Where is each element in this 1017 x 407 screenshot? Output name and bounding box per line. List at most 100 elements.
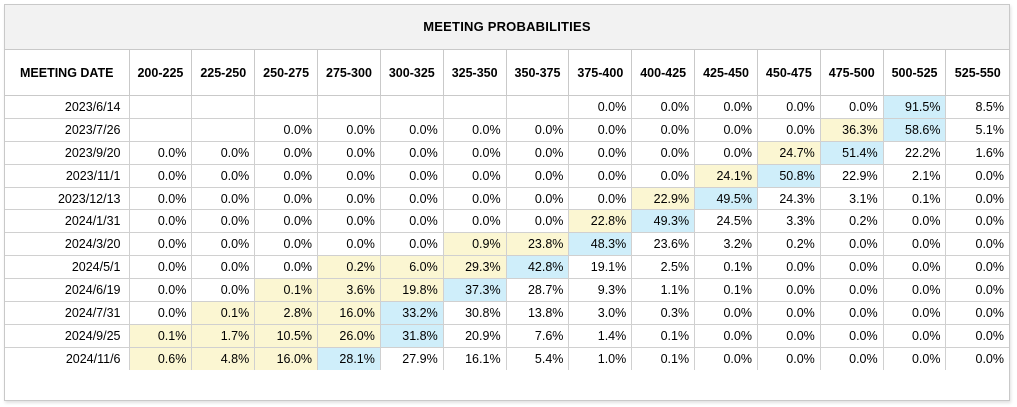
probability-cell: 16.0%	[254, 346, 319, 371]
probability-cell: 1.7%	[191, 323, 256, 348]
probability-cell: 0.0%	[128, 163, 193, 188]
probability-cell: 3.2%	[694, 232, 758, 257]
table-row: 2023/12/13 0.0% 0.0% 0.0% 0.0% 0.0% 0.0% 0.0% 0.…	[5, 186, 1009, 211]
probability-cell: 0.0%	[882, 301, 947, 325]
probability-cell: 0.1%	[694, 255, 758, 280]
probability-cell: 22.9%	[819, 163, 884, 188]
probability-cell: 24.7%	[756, 140, 821, 165]
table-row: 2023/7/26 0.0% 0.0% 0.0% 0.0% 0.0% 0.0% 0.0% 0.0…	[5, 117, 1009, 142]
column-header-350-375: 350-375	[505, 50, 570, 96]
probability-cell	[191, 117, 256, 142]
meeting-date-cell: 2023/7/26	[5, 117, 130, 142]
meeting-date-cell: 2024/1/31	[5, 209, 130, 234]
probability-cell: 0.0%	[694, 117, 758, 142]
probability-cell: 16.0%	[317, 301, 381, 325]
probability-cell: 0.0%	[379, 232, 444, 257]
probability-cell: 29.3%	[442, 255, 507, 280]
probability-cell: 0.0%	[756, 301, 821, 325]
probability-cell: 0.0%	[945, 186, 1009, 211]
probability-cell: 6.0%	[379, 255, 444, 280]
probability-cell: 42.8%	[505, 255, 570, 280]
probability-cell: 24.3%	[756, 186, 821, 211]
column-header-375-400: 375-400	[568, 50, 633, 96]
probability-cell	[254, 95, 319, 119]
meeting-date-cell: 2024/7/31	[5, 301, 130, 325]
probability-cell: 16.1%	[442, 346, 507, 371]
probability-cell: 0.0%	[254, 186, 319, 211]
probability-cell: 0.0%	[945, 323, 1009, 348]
probability-cell: 0.0%	[756, 95, 821, 119]
probability-cell: 0.0%	[631, 117, 696, 142]
meeting-date-cell: 2023/9/20	[5, 140, 130, 165]
probability-cell: 0.0%	[756, 323, 821, 348]
probability-cell: 0.1%	[694, 278, 758, 303]
probability-cell: 2.8%	[254, 301, 319, 325]
column-header-250-275: 250-275	[254, 50, 319, 96]
probability-cell: 0.2%	[819, 209, 884, 234]
probability-cell: 4.8%	[191, 346, 256, 371]
probability-cell: 0.0%	[631, 163, 696, 188]
meeting-date-cell: 2024/9/25	[5, 323, 130, 348]
meeting-date-cell: 2024/6/19	[5, 278, 130, 303]
meeting-date-cell: 2024/5/1	[5, 255, 130, 280]
probabilities-table: MEETING DATE 200-225 225-250 250-275 275-300…	[5, 50, 1009, 371]
probability-cell: 0.0%	[254, 255, 319, 280]
probability-cell: 0.0%	[882, 232, 947, 257]
probability-cell: 10.5%	[254, 323, 319, 348]
probability-cell: 0.0%	[631, 140, 696, 165]
table-row: 2023/6/14 0.0% 0.0% 0.0% 0.0% 0.0% 91.5% 8.5%	[5, 95, 1009, 119]
probability-cell: 19.8%	[379, 278, 444, 303]
probability-cell: 0.0%	[945, 301, 1009, 325]
probability-cell: 0.0%	[254, 140, 319, 165]
probability-cell: 0.0%	[882, 209, 947, 234]
probability-cell: 0.0%	[317, 186, 381, 211]
column-header-325-350: 325-350	[442, 50, 507, 96]
probability-cell: 37.3%	[442, 278, 507, 303]
probability-cell: 0.1%	[631, 323, 696, 348]
probability-cell: 0.9%	[442, 232, 507, 257]
probability-cell: 0.0%	[128, 140, 193, 165]
probability-cell: 0.0%	[882, 323, 947, 348]
column-header-500-525: 500-525	[882, 50, 947, 96]
probability-cell: 0.0%	[317, 140, 381, 165]
probability-cell: 0.0%	[317, 209, 381, 234]
probability-cell: 24.5%	[694, 209, 758, 234]
probability-cell: 0.0%	[254, 117, 319, 142]
table-row: 2024/9/25 0.1% 1.7% 10.5% 26.0% 31.8% 20.9% 7.6…	[5, 323, 1009, 348]
probability-cell: 0.0%	[505, 186, 570, 211]
probability-cell: 0.0%	[505, 209, 570, 234]
probability-cell: 51.4%	[819, 140, 884, 165]
probability-cell: 0.0%	[254, 163, 319, 188]
probability-cell: 3.3%	[756, 209, 821, 234]
probability-cell: 0.0%	[379, 209, 444, 234]
probability-cell: 0.0%	[191, 278, 256, 303]
probability-cell: 28.1%	[317, 346, 381, 371]
probability-cell: 0.0%	[568, 163, 633, 188]
probability-cell: 30.8%	[442, 301, 507, 325]
probability-cell: 0.0%	[882, 278, 947, 303]
column-header-400-425: 400-425	[631, 50, 696, 96]
meeting-probabilities-panel: MEETING PROBABILITIES MEETING DATE 200-22…	[4, 4, 1010, 401]
column-header-425-450: 425-450	[694, 50, 758, 96]
column-header-450-475: 450-475	[756, 50, 821, 96]
probability-cell: 31.8%	[379, 323, 444, 348]
probability-cell: 3.6%	[317, 278, 381, 303]
meeting-date-cell: 2024/3/20	[5, 232, 130, 257]
probability-cell: 50.8%	[756, 163, 821, 188]
probability-cell: 0.0%	[505, 163, 570, 188]
probability-cell: 0.0%	[882, 255, 947, 280]
probability-cell: 91.5%	[882, 95, 947, 119]
probability-cell: 0.0%	[442, 186, 507, 211]
probability-cell: 0.1%	[128, 323, 193, 348]
probability-cell: 0.0%	[128, 232, 193, 257]
probability-cell: 0.0%	[819, 278, 884, 303]
probability-cell: 0.0%	[694, 140, 758, 165]
probability-cell: 0.0%	[128, 186, 193, 211]
probability-cell: 0.0%	[694, 323, 758, 348]
probability-cell: 0.0%	[379, 186, 444, 211]
table-row: 2024/6/19 0.0% 0.0% 0.1% 3.6% 19.8% 37.3% 28.7%…	[5, 278, 1009, 303]
probability-cell: 0.0%	[505, 140, 570, 165]
probability-cell: 49.3%	[631, 209, 696, 234]
meeting-date-cell: 2023/12/13	[5, 186, 130, 211]
table-row: 2023/9/20 0.0% 0.0% 0.0% 0.0% 0.0% 0.0% 0.0% 0.0…	[5, 140, 1009, 165]
